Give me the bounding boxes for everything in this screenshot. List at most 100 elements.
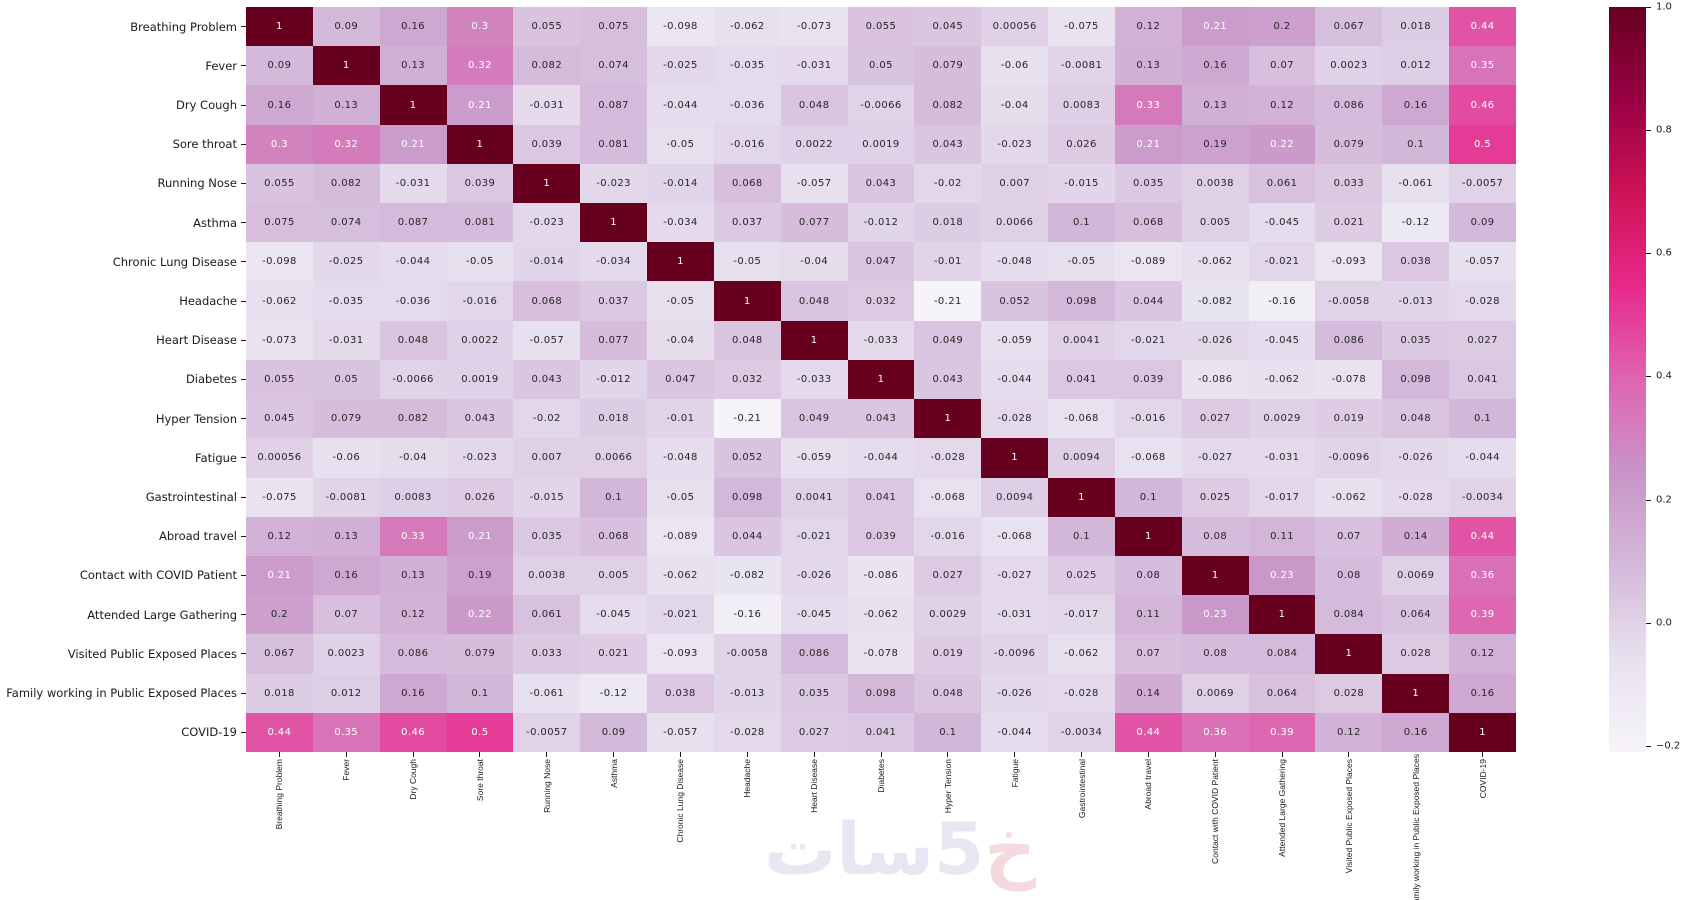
heatmap-cell: 0.0022 <box>446 320 514 360</box>
heatmap-cell: 0.5 <box>446 712 514 752</box>
y-axis-label: Hyper Tension <box>155 411 237 426</box>
heatmap-cell: 0.037 <box>713 203 781 243</box>
y-tick-mark <box>241 26 246 28</box>
heatmap-cell: 0.007 <box>981 163 1049 204</box>
heatmap-cell: -0.025 <box>312 242 380 282</box>
heatmap-cell: -0.033 <box>847 320 915 360</box>
heatmap-cell: -0.05 <box>647 477 714 517</box>
heatmap-cell: 1 <box>446 124 514 164</box>
y-axis-label: Gastrointestinal <box>145 490 237 505</box>
heatmap-cell: -0.21 <box>914 281 982 321</box>
heatmap-cell: 0.082 <box>513 46 581 86</box>
heatmap-cell: 0.13 <box>1181 85 1249 125</box>
heatmap-cell: 0.005 <box>580 555 648 596</box>
heatmap-cell: -0.02 <box>513 399 581 439</box>
colorbar-tick-mark <box>1646 499 1651 501</box>
heatmap-cell: 0.086 <box>379 634 447 674</box>
heatmap-cell: 0.082 <box>312 163 380 204</box>
heatmap-cell: -0.01 <box>914 242 982 282</box>
x-axis-item: Asthma <box>580 752 647 898</box>
heatmap-cell: 0.08 <box>1315 555 1383 596</box>
x-tick-mark <box>813 752 815 757</box>
heatmap-cell: -0.036 <box>379 281 447 321</box>
heatmap-cell: 0.19 <box>1181 124 1249 164</box>
heatmap-cell: 0.047 <box>647 359 714 400</box>
heatmap-cell: -0.086 <box>847 555 915 596</box>
heatmap-cell: -0.05 <box>1048 242 1115 282</box>
heatmap-cell: 0.068 <box>1114 203 1182 243</box>
colorbar-tick-label: 0.8 <box>1656 124 1672 136</box>
watermark: خ5سات <box>735 809 1065 889</box>
heatmap-cell: -0.12 <box>1382 203 1450 243</box>
heatmap-cell: 0.041 <box>1449 359 1516 400</box>
colorbar-tick-mark <box>1646 130 1651 132</box>
y-axis-label: Sore throat <box>172 137 237 152</box>
heatmap-cell: 0.0094 <box>981 477 1049 517</box>
heatmap-cell: -0.0081 <box>312 477 380 517</box>
colorbar-tick-label: 1.0 <box>1656 1 1672 13</box>
heatmap-cell: 0.041 <box>1048 359 1115 400</box>
y-axis-item: Dry Cough <box>0 85 246 124</box>
y-axis-label: Fatigue <box>195 450 237 465</box>
heatmap-cell: 1 <box>1048 477 1115 517</box>
heatmap-cell: -0.015 <box>513 477 581 517</box>
heatmap-cell: -0.0057 <box>513 712 581 752</box>
heatmap-cell: -0.062 <box>246 281 313 321</box>
heatmap-cell: -0.016 <box>446 281 514 321</box>
heatmap-cell: -0.012 <box>847 203 915 243</box>
heatmap-cell: -0.12 <box>580 673 648 713</box>
x-axis-item: Chronic Lung Disease <box>647 752 714 898</box>
heatmap-cell: -0.068 <box>1114 438 1182 478</box>
heatmap-cell: -0.021 <box>1114 320 1182 360</box>
x-axis-item: Family working in Public Exposed Places <box>1382 752 1449 900</box>
heatmap-cell: 0.086 <box>1315 85 1383 125</box>
heatmap-cell: 0.035 <box>513 516 581 556</box>
heatmap-cell: -0.028 <box>914 438 982 478</box>
heatmap-cell: 0.12 <box>1114 7 1182 47</box>
heatmap-cell: 0.064 <box>1382 595 1450 635</box>
heatmap-cell: 0.081 <box>580 124 648 164</box>
y-tick-mark <box>241 614 246 616</box>
heatmap-cell: -0.0034 <box>1048 712 1115 752</box>
x-axis-item: Contact with COVID Patient <box>1182 752 1249 898</box>
heatmap-cell: 0.032 <box>713 359 781 400</box>
heatmap-cell: -0.021 <box>1248 242 1316 282</box>
heatmap-cell: -0.05 <box>713 242 781 282</box>
heatmap-cell: -0.028 <box>1048 673 1115 713</box>
heatmap-cell: 0.46 <box>1449 85 1516 125</box>
heatmap-cell: 0.035 <box>1114 163 1182 204</box>
heatmap-cell: 0.005 <box>1181 203 1249 243</box>
heatmap-cell: 0.1 <box>1048 203 1115 243</box>
heatmap-cell: -0.073 <box>246 320 313 360</box>
heatmap-cell: 0.038 <box>647 673 714 713</box>
heatmap-cell: -0.062 <box>713 7 781 47</box>
heatmap-cell: 0.09 <box>580 712 648 752</box>
heatmap-cell: 1 <box>580 203 648 243</box>
heatmap-cell: -0.034 <box>647 203 714 243</box>
heatmap-cell: -0.028 <box>1449 281 1516 321</box>
y-axis-item: Family working in Public Exposed Places <box>0 673 246 712</box>
heatmap-cell: 1 <box>246 7 313 47</box>
heatmap-cell: 0.018 <box>1382 7 1450 47</box>
y-tick-mark <box>241 300 246 302</box>
x-axis-label: Dry Cough <box>408 759 419 800</box>
heatmap-cell: -0.05 <box>647 281 714 321</box>
heatmap-cell: -0.017 <box>1048 595 1115 635</box>
heatmap-cell: 0.079 <box>1315 124 1383 164</box>
heatmap-cell: 0.1 <box>1449 399 1516 439</box>
x-axis-item: Sore throat <box>447 752 514 898</box>
heatmap-cell: 0.028 <box>1382 634 1450 674</box>
heatmap-cell: 0.0023 <box>312 634 380 674</box>
y-tick-mark <box>241 731 246 733</box>
heatmap-cell: -0.16 <box>1248 281 1316 321</box>
x-tick-mark <box>679 752 681 757</box>
heatmap-cell: 0.043 <box>914 359 982 400</box>
y-axis-label: Heart Disease <box>156 333 237 348</box>
heatmap-cell: 0.44 <box>1449 7 1516 47</box>
x-axis-item: Fatigue <box>981 752 1048 898</box>
heatmap-cell: 0.21 <box>379 124 447 164</box>
heatmap-cell: 0.3 <box>446 7 514 47</box>
y-axis-item: Attended Large Gathering <box>0 595 246 634</box>
x-tick-mark <box>546 752 548 757</box>
colorbar-tick-mark <box>1646 745 1651 747</box>
